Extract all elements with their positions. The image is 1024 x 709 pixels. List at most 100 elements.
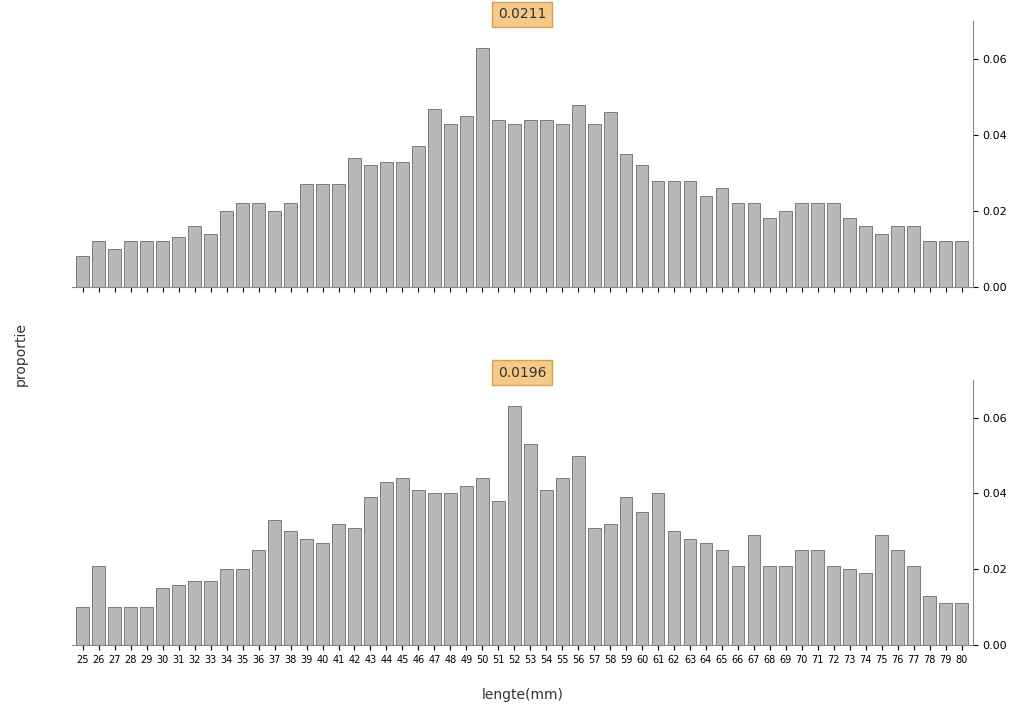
Bar <box>955 603 968 645</box>
Bar <box>651 181 665 286</box>
Bar <box>92 566 105 645</box>
Bar <box>731 566 744 645</box>
Bar <box>859 226 872 286</box>
Bar <box>604 524 616 645</box>
Bar <box>492 120 505 286</box>
Bar <box>476 479 488 645</box>
Bar <box>188 581 201 645</box>
Bar <box>651 493 665 645</box>
Bar <box>907 566 921 645</box>
Bar <box>844 569 856 645</box>
Bar <box>157 241 169 286</box>
Bar <box>252 203 265 286</box>
Bar <box>237 203 249 286</box>
Bar <box>380 482 393 645</box>
Bar <box>939 241 952 286</box>
Bar <box>140 608 154 645</box>
Bar <box>348 158 360 286</box>
Bar <box>731 203 744 286</box>
Bar <box>668 532 680 645</box>
Bar <box>124 241 137 286</box>
Bar <box>636 513 648 645</box>
Bar <box>316 543 329 645</box>
Bar <box>684 181 696 286</box>
Bar <box>157 588 169 645</box>
Bar <box>428 493 440 645</box>
Bar <box>524 120 537 286</box>
Bar <box>748 535 760 645</box>
Bar <box>939 603 952 645</box>
Text: lengte(mm): lengte(mm) <box>481 688 563 702</box>
Bar <box>844 218 856 286</box>
Bar <box>891 226 904 286</box>
Title: 0.0196: 0.0196 <box>498 366 547 380</box>
Bar <box>716 188 728 286</box>
Bar <box>396 162 409 286</box>
Bar <box>876 535 888 645</box>
Bar <box>540 120 553 286</box>
Bar <box>252 550 265 645</box>
Bar <box>380 162 393 286</box>
Title: 0.0211: 0.0211 <box>498 7 547 21</box>
Bar <box>636 165 648 286</box>
Bar <box>571 456 585 645</box>
Bar <box>412 147 425 286</box>
Bar <box>492 501 505 645</box>
Bar <box>365 165 377 286</box>
Bar <box>779 211 793 286</box>
Bar <box>77 608 89 645</box>
Bar <box>764 218 776 286</box>
Bar <box>827 566 840 645</box>
Bar <box>716 550 728 645</box>
Bar <box>365 497 377 645</box>
Bar <box>428 108 440 286</box>
Bar <box>332 524 345 645</box>
Bar <box>620 154 633 286</box>
Bar <box>220 569 233 645</box>
Bar <box>508 123 520 286</box>
Bar <box>188 226 201 286</box>
Text: proportie: proportie <box>13 323 28 386</box>
Bar <box>109 608 121 645</box>
Bar <box>172 584 185 645</box>
Bar <box>684 539 696 645</box>
Bar <box>796 550 808 645</box>
Bar <box>316 184 329 286</box>
Bar <box>827 203 840 286</box>
Bar <box>476 48 488 286</box>
Bar <box>140 241 154 286</box>
Bar <box>891 550 904 645</box>
Bar <box>77 257 89 286</box>
Bar <box>300 184 313 286</box>
Bar <box>556 123 568 286</box>
Bar <box>588 527 600 645</box>
Bar <box>604 112 616 286</box>
Bar <box>556 479 568 645</box>
Bar <box>748 203 760 286</box>
Bar <box>220 211 233 286</box>
Bar <box>444 493 457 645</box>
Bar <box>205 581 217 645</box>
Bar <box>109 249 121 286</box>
Bar <box>348 527 360 645</box>
Bar <box>460 116 473 286</box>
Bar <box>460 486 473 645</box>
Bar <box>508 406 520 645</box>
Bar <box>699 543 713 645</box>
Bar <box>524 444 537 645</box>
Bar <box>924 596 936 645</box>
Bar <box>588 123 600 286</box>
Bar <box>300 539 313 645</box>
Bar <box>811 203 824 286</box>
Bar <box>268 211 281 286</box>
Bar <box>412 490 425 645</box>
Bar <box>332 184 345 286</box>
Bar <box>396 479 409 645</box>
Bar <box>540 490 553 645</box>
Bar <box>124 608 137 645</box>
Bar <box>444 123 457 286</box>
Bar <box>876 234 888 286</box>
Bar <box>285 203 297 286</box>
Bar <box>764 566 776 645</box>
Bar <box>955 241 968 286</box>
